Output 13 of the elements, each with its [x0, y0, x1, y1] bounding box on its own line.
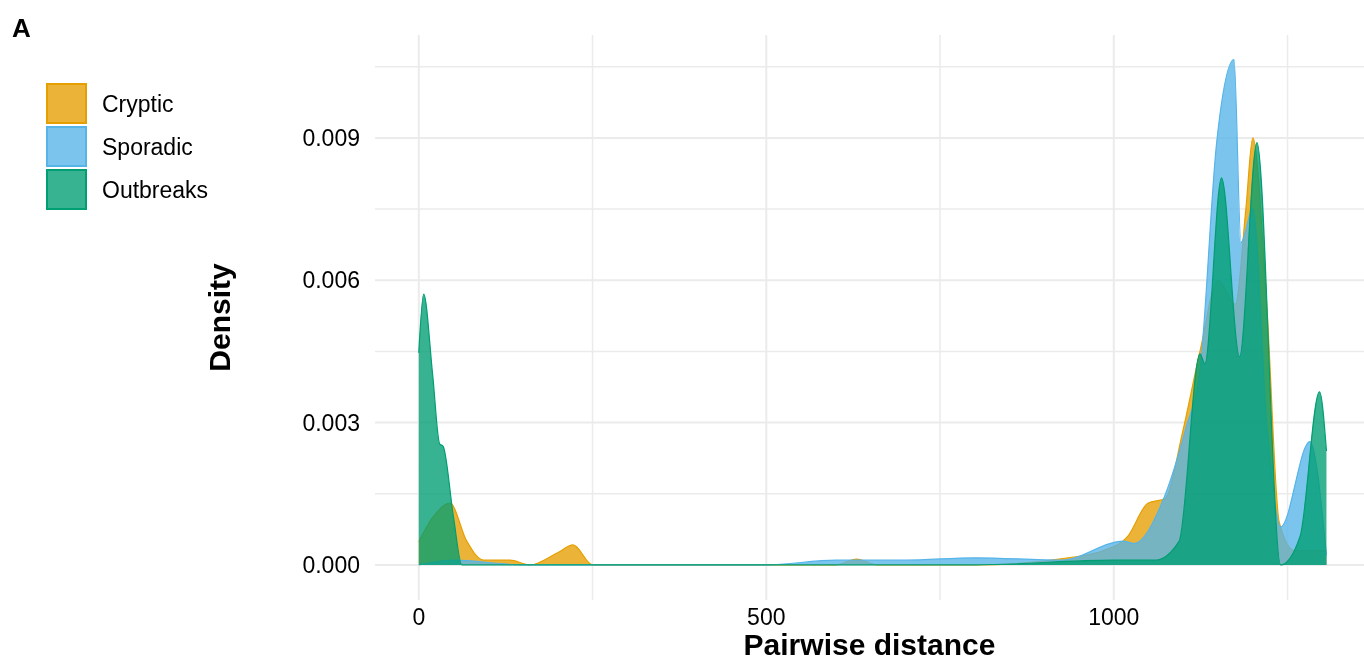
- x-tick-label: 1000: [1088, 604, 1140, 630]
- y-tick-label: 0.003: [302, 409, 360, 436]
- y-tick-label: 0.000: [302, 551, 360, 578]
- x-axis-title: Pairwise distance: [743, 628, 996, 661]
- y-tick-label: 0.009: [302, 124, 360, 151]
- text: A: [12, 13, 31, 43]
- y-axis-title: Density: [203, 263, 236, 372]
- legend-label: Sporadic: [102, 134, 193, 161]
- x-tick-label: 500: [747, 604, 786, 630]
- y-tick-label: 0.006: [302, 267, 360, 294]
- x-tick-label: 0: [412, 604, 426, 630]
- legend-label: Outbreaks: [102, 177, 209, 204]
- legend-label: Cryptic: [102, 91, 174, 118]
